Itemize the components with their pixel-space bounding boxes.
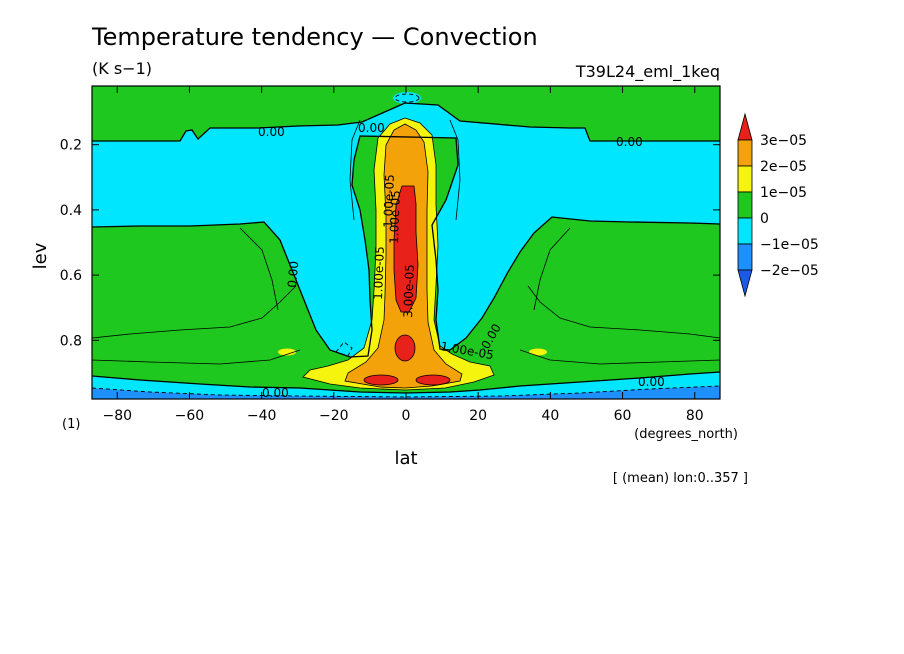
experiment-label: T39L24_eml_1keq	[575, 62, 720, 82]
x-axis-label: lat	[394, 448, 417, 469]
x-tick-label: 40	[541, 408, 559, 424]
region-red-low-right	[416, 375, 450, 385]
region-yellow-blob-right	[529, 348, 547, 356]
contour-lines-positive	[92, 117, 720, 391]
colorbar-label: 1e−05	[760, 185, 807, 201]
y-tick-label: 0.6	[60, 268, 82, 284]
colorbar-label: 3e−05	[760, 133, 807, 149]
colorbar-label: −2e−05	[760, 263, 819, 279]
y-axis-units: (1)	[62, 417, 80, 432]
contour-label-zero-3: 0.00	[616, 135, 643, 149]
x-tick-label: 0	[402, 408, 411, 424]
colorbar-swatch	[737, 243, 753, 271]
colorbar-swatch	[737, 217, 753, 245]
contour-label-pos-1: 1.00e-05	[371, 246, 387, 300]
colorbar: 3e−05 2e−05 1e−05 0 −1e−05 −2e−05	[737, 112, 819, 298]
x-tick-label: −20	[319, 408, 349, 424]
contour-label-pos-3: 1.00e-05	[381, 174, 397, 228]
contour-label-pos-2: 1.00e-05	[387, 190, 403, 244]
region-cyan	[92, 103, 720, 357]
contour-label-zero-7: 0.00	[262, 386, 289, 400]
colorbar-swatch	[737, 165, 753, 193]
x-tick-label: −80	[102, 408, 132, 424]
region-red-low-left	[364, 375, 398, 385]
region-red-lower	[395, 335, 415, 361]
x-axis-units: (degrees_north)	[634, 427, 738, 442]
contour-label-pos-4: 3.00e-05	[401, 264, 417, 318]
chart-title: Temperature tendency — Convection	[91, 23, 538, 51]
y-axis-label: lev	[30, 242, 51, 269]
region-yellow-blob-left	[278, 348, 296, 356]
contour-fill-group: 0.00 0.00 0.00 0.00 0.00 0.00 0.00 1.00e…	[92, 86, 720, 400]
contour-label-zero-6: 0.00	[638, 375, 665, 389]
y-tick-label: 0.2	[60, 138, 82, 154]
x-tick-label: −60	[175, 408, 205, 424]
colorbar-top-arrow	[737, 112, 753, 141]
contour-label-zero-4: 0.00	[285, 260, 301, 288]
colorbar-label: 2e−05	[760, 159, 807, 175]
x-tick-label: 80	[686, 408, 704, 424]
y-axis-ticks: 0.2 0.4 0.6 0.8	[60, 138, 720, 349]
region-red-core	[394, 186, 418, 312]
contour-lines-zero	[92, 102, 720, 394]
x-tick-label: −40	[247, 408, 277, 424]
colorbar-swatch	[737, 139, 753, 167]
colorbar-bottom-arrow	[737, 269, 753, 298]
colorbar-label: 0	[760, 211, 769, 227]
colorbar-swatch	[737, 191, 753, 219]
x-tick-label: 60	[614, 408, 632, 424]
contour-label-group: 0.00 0.00 0.00 0.00 0.00 0.00 0.00 1.00e…	[258, 121, 665, 400]
y-tick-label: 0.4	[60, 203, 82, 219]
region-surface-cyan	[92, 372, 720, 399]
chart-subtitle: (K s−1)	[92, 59, 152, 78]
region-cyan-top	[393, 92, 421, 104]
y-tick-label: 0.8	[60, 333, 82, 349]
colorbar-label: −1e−05	[760, 237, 819, 253]
contour-label-zero-1: 0.00	[258, 125, 285, 139]
contour-lines-negative	[92, 93, 720, 398]
averaging-note: [ (mean) lon:0..357 ]	[613, 471, 748, 486]
contour-label-zero-2: 0.00	[358, 121, 385, 135]
x-axis-ticks: −80 −60 −40 −20 0 20 40 60 80	[102, 86, 704, 424]
x-tick-label: 20	[469, 408, 487, 424]
